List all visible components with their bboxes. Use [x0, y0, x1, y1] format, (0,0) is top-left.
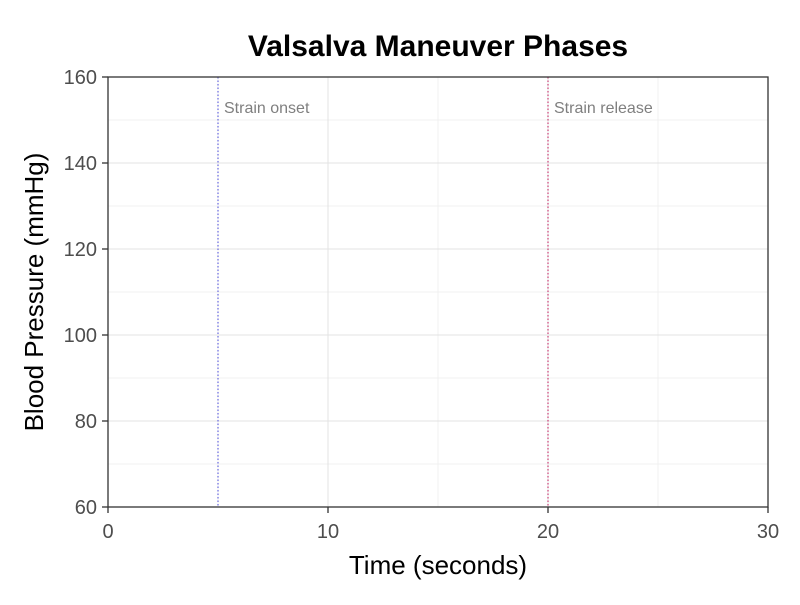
chart-title: Valsalva Maneuver Phases [248, 30, 628, 63]
y-tick-label: 140 [64, 153, 97, 175]
y-axis: 60 80 100 120 140 160 [64, 67, 108, 519]
y-tick-label: 100 [64, 325, 97, 347]
y-tick-label: 160 [64, 67, 97, 89]
reference-line-label: Strain onset [224, 100, 310, 117]
y-axis-label: Blood Pressure (mmHg) [19, 153, 49, 432]
reference-lines: Strain onset Strain release [217, 77, 653, 507]
y-tick-label: 80 [75, 411, 97, 433]
x-tick-label: 10 [317, 521, 339, 543]
x-tick-label: 30 [757, 521, 779, 543]
x-axis-label: Time (seconds) [349, 550, 527, 580]
x-tick-label: 20 [537, 521, 559, 543]
reference-line-label: Strain release [554, 100, 653, 117]
x-axis: 0 10 20 30 [102, 507, 779, 543]
y-tick-label: 120 [64, 239, 97, 261]
plot-border [107, 76, 769, 508]
x-tick-label: 0 [102, 521, 113, 543]
y-tick-label: 60 [75, 497, 97, 519]
